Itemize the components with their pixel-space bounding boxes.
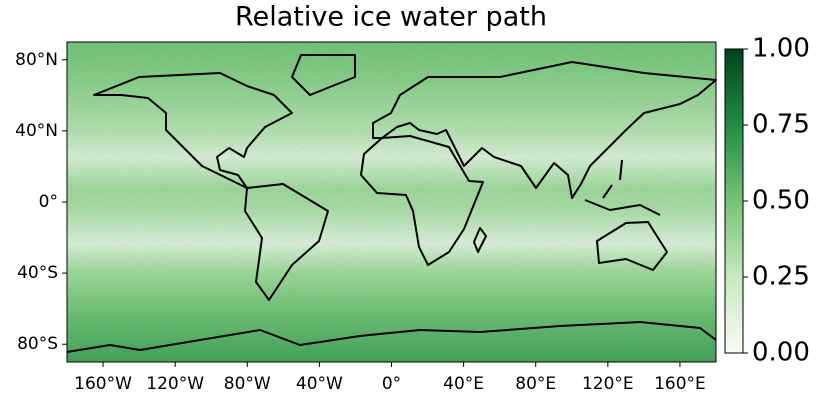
y-tick-label: 40°N	[15, 121, 58, 141]
coastline	[596, 221, 668, 271]
x-tick-label: 0°	[382, 374, 401, 394]
y-tick-label: 80°S	[17, 334, 58, 354]
x-tick-label: 160°E	[654, 374, 706, 394]
coastline	[584, 159, 661, 216]
x-tick-label: 120°W	[146, 374, 204, 394]
coastline	[66, 321, 717, 353]
x-tick-label: 120°E	[582, 374, 634, 394]
y-tick-label: 40°S	[17, 263, 58, 283]
coastline	[93, 72, 293, 189]
coastline	[372, 61, 717, 199]
x-tick-label: 40°W	[296, 374, 343, 394]
chart-title: Relative ice water path	[235, 2, 547, 33]
map-area	[66, 41, 717, 363]
colorbar-tick-label: 0.75	[752, 110, 810, 140]
colorbar-tick-label: 0.25	[752, 262, 810, 292]
colorbar-tick-label: 0.50	[752, 186, 810, 216]
colorbar	[724, 48, 744, 354]
x-tick-label: 80°W	[224, 374, 271, 394]
y-tick-label: 80°N	[15, 50, 58, 70]
coastline	[473, 227, 487, 253]
coastline	[360, 135, 484, 266]
map-noise	[67, 42, 716, 362]
x-tick-label: 160°W	[74, 374, 132, 394]
x-tick-label: 80°E	[515, 374, 556, 394]
x-tick-label: 40°E	[443, 374, 484, 394]
colorbar-tick-label: 0.00	[752, 338, 810, 368]
y-tick-label: 0°	[39, 192, 58, 212]
coastline	[244, 183, 329, 301]
colorbar-tick-label: 1.00	[752, 34, 810, 64]
coastline	[291, 54, 356, 96]
